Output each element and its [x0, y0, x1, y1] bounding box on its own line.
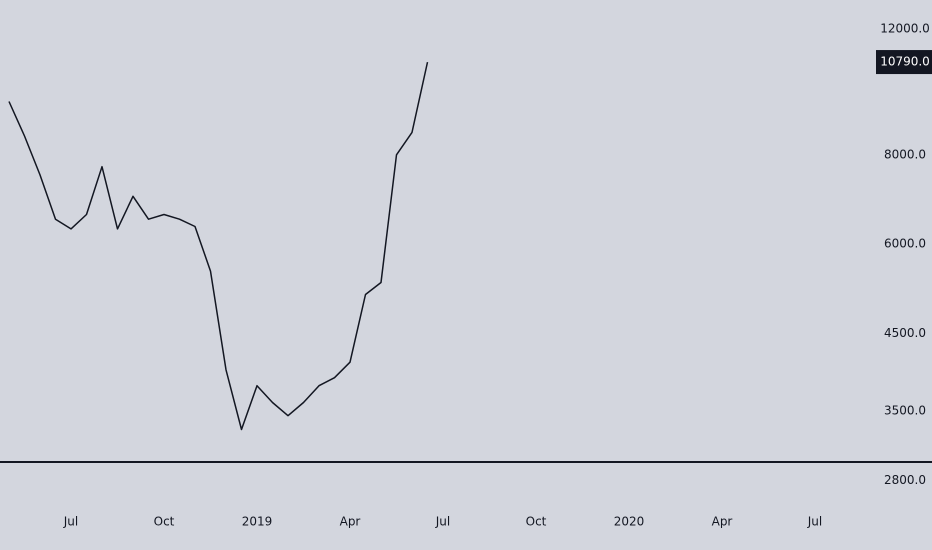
x-tick-label: Jul — [63, 515, 78, 529]
x-tick-label: Jul — [435, 515, 450, 529]
y-tick-label: 3500.0 — [884, 404, 926, 418]
y-tick-label: 12000.0 — [880, 22, 930, 36]
price-line — [8, 61, 429, 431]
x-tick-label: Jul — [807, 515, 822, 529]
y-tick-label: 4500.0 — [884, 326, 926, 340]
x-tick-label: Apr — [340, 515, 361, 529]
x-tick-label: 2019 — [242, 515, 273, 529]
y-tick-label: 8000.0 — [884, 147, 926, 161]
x-tick-label: Apr — [712, 515, 733, 529]
price-label-box — [876, 50, 932, 75]
price-label: 10790.0 — [880, 55, 930, 69]
x-tick-label: Oct — [154, 515, 175, 529]
x-tick-label: 2020 — [614, 515, 645, 529]
x-tick-label: Oct — [526, 515, 547, 529]
y-tick-label: 6000.0 — [884, 237, 926, 251]
y-tick-label: 2800.0 — [884, 473, 926, 487]
